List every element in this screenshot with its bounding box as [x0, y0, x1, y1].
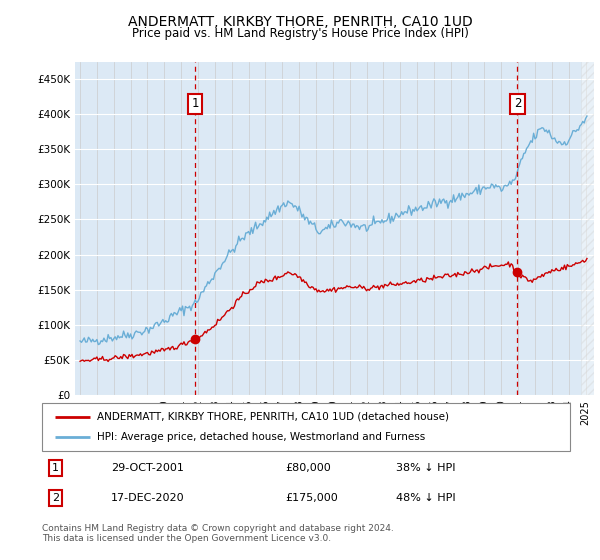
Text: Price paid vs. HM Land Registry's House Price Index (HPI): Price paid vs. HM Land Registry's House …	[131, 27, 469, 40]
Text: 2: 2	[52, 493, 59, 503]
Text: 48% ↓ HPI: 48% ↓ HPI	[396, 493, 455, 503]
Text: 38% ↓ HPI: 38% ↓ HPI	[396, 463, 455, 473]
Text: 17-DEC-2020: 17-DEC-2020	[110, 493, 184, 503]
FancyBboxPatch shape	[42, 403, 570, 451]
Text: 1: 1	[52, 463, 59, 473]
Text: 1: 1	[191, 97, 199, 110]
Text: HPI: Average price, detached house, Westmorland and Furness: HPI: Average price, detached house, West…	[97, 432, 425, 442]
Text: Contains HM Land Registry data © Crown copyright and database right 2024.
This d: Contains HM Land Registry data © Crown c…	[42, 524, 394, 543]
Text: 2: 2	[514, 97, 521, 110]
Text: ANDERMATT, KIRKBY THORE, PENRITH, CA10 1UD: ANDERMATT, KIRKBY THORE, PENRITH, CA10 1…	[128, 15, 472, 29]
Text: £80,000: £80,000	[285, 463, 331, 473]
Text: ANDERMATT, KIRKBY THORE, PENRITH, CA10 1UD (detached house): ANDERMATT, KIRKBY THORE, PENRITH, CA10 1…	[97, 412, 449, 422]
Text: 29-OCT-2001: 29-OCT-2001	[110, 463, 184, 473]
Text: £175,000: £175,000	[285, 493, 338, 503]
